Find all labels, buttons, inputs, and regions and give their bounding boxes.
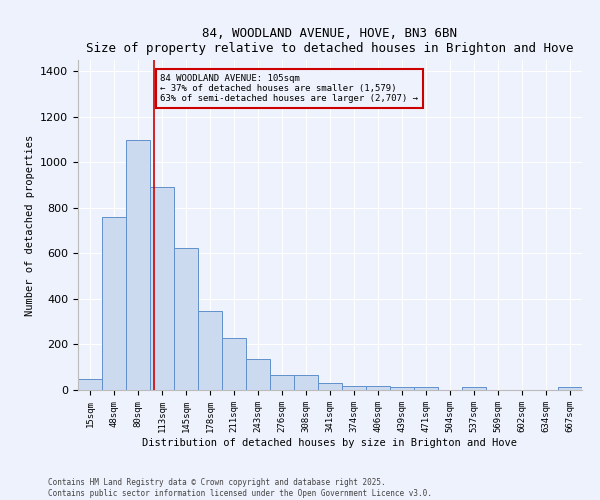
Bar xyxy=(222,338,246,390)
Bar xyxy=(462,388,486,390)
Bar xyxy=(294,374,318,390)
Bar xyxy=(558,388,582,390)
Bar xyxy=(246,360,270,390)
Text: 84 WOODLAND AVENUE: 105sqm
← 37% of detached houses are smaller (1,579)
63% of s: 84 WOODLAND AVENUE: 105sqm ← 37% of deta… xyxy=(160,74,418,104)
Bar xyxy=(318,383,342,390)
Title: 84, WOODLAND AVENUE, HOVE, BN3 6BN
Size of property relative to detached houses : 84, WOODLAND AVENUE, HOVE, BN3 6BN Size … xyxy=(86,26,574,54)
Bar xyxy=(414,388,438,390)
Bar xyxy=(390,386,414,390)
Y-axis label: Number of detached properties: Number of detached properties xyxy=(25,134,35,316)
Bar xyxy=(198,312,222,390)
Bar xyxy=(342,386,366,390)
X-axis label: Distribution of detached houses by size in Brighton and Hove: Distribution of detached houses by size … xyxy=(143,438,517,448)
Bar xyxy=(174,248,198,390)
Bar xyxy=(78,378,102,390)
Bar xyxy=(366,386,390,390)
Text: Contains HM Land Registry data © Crown copyright and database right 2025.
Contai: Contains HM Land Registry data © Crown c… xyxy=(48,478,432,498)
Bar xyxy=(270,374,294,390)
Bar xyxy=(150,188,174,390)
Bar xyxy=(102,217,126,390)
Bar xyxy=(126,140,150,390)
